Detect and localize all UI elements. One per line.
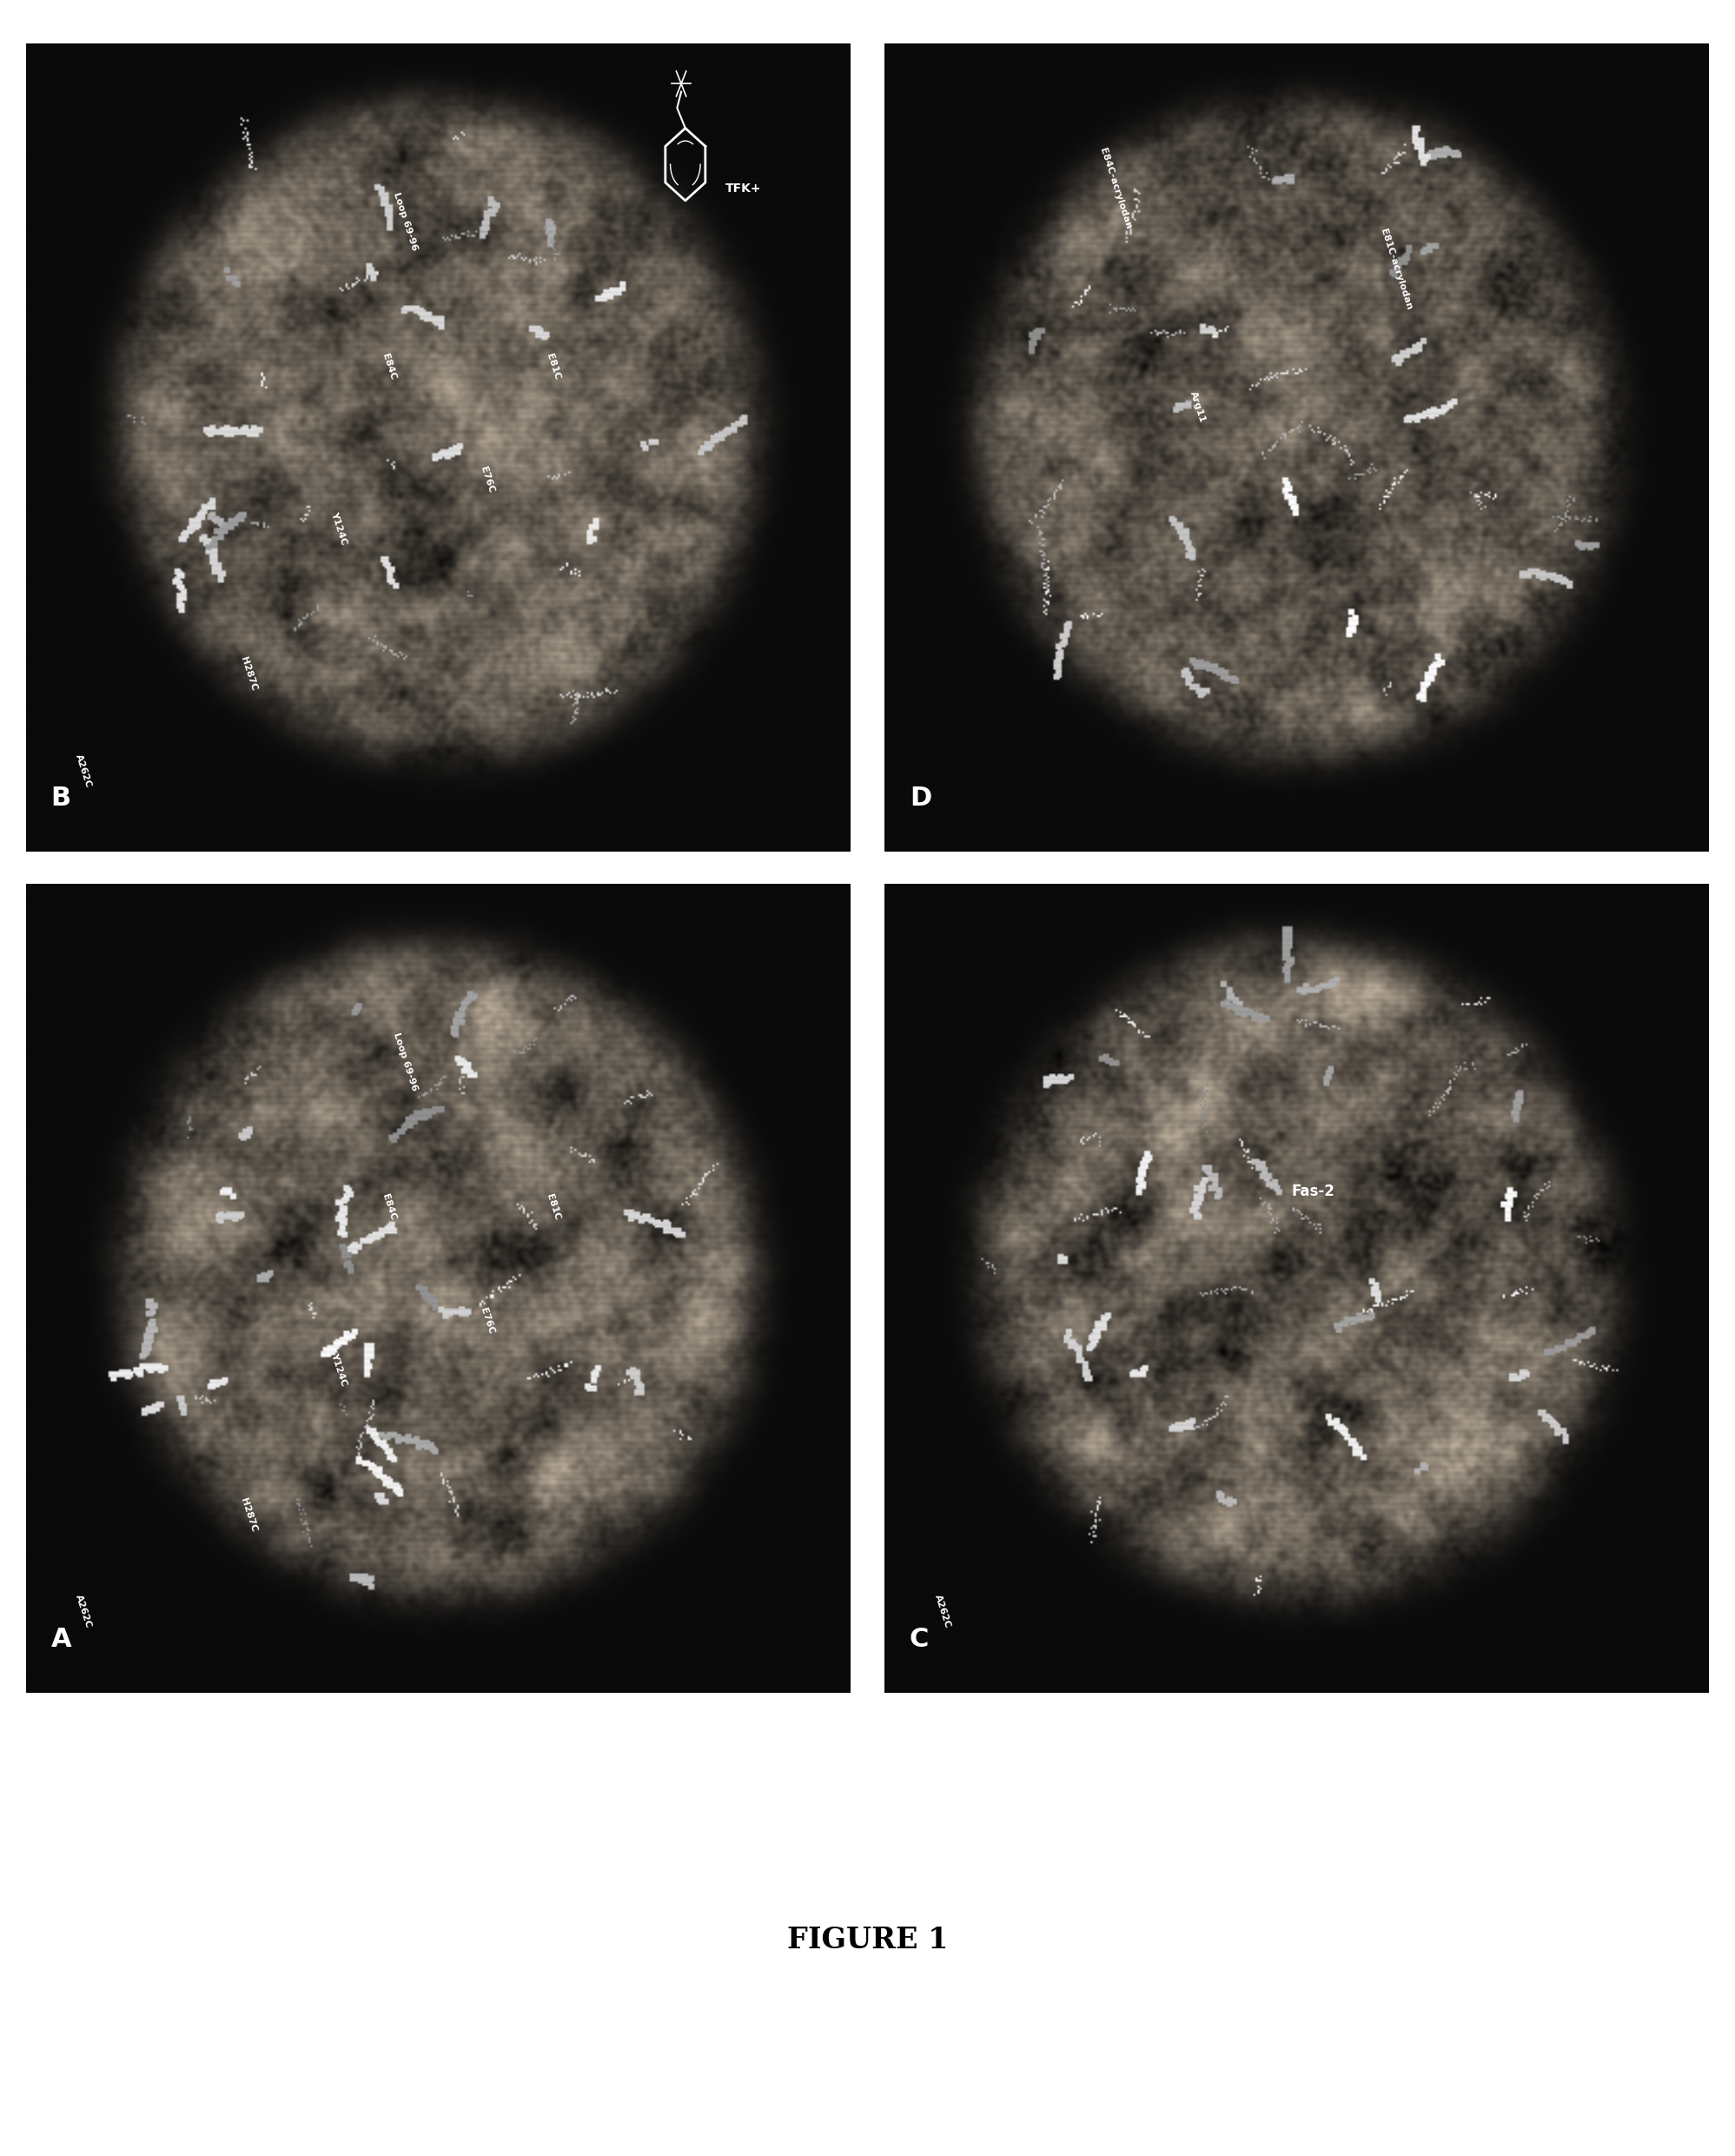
Text: E84C: E84C — [380, 1192, 397, 1222]
Text: E76C: E76C — [479, 1307, 496, 1335]
Text: TFK+: TFK+ — [725, 183, 762, 194]
Text: Loop 69-96: Loop 69-96 — [392, 190, 418, 252]
Text: FIGURE 1: FIGURE 1 — [788, 1925, 947, 1955]
Text: E81C: E81C — [545, 1192, 562, 1222]
Text: C: C — [909, 1628, 928, 1651]
Text: Y124C: Y124C — [330, 511, 349, 545]
Text: H287C: H287C — [239, 1496, 259, 1533]
Text: A: A — [50, 1628, 71, 1651]
Text: Arg11: Arg11 — [1188, 390, 1208, 425]
Text: A262C: A262C — [75, 1593, 94, 1630]
Text: Y124C: Y124C — [330, 1352, 349, 1386]
Text: Loop 69-96: Loop 69-96 — [392, 1031, 418, 1093]
Text: D: D — [909, 787, 932, 811]
Text: Fas-2: Fas-2 — [1293, 1184, 1334, 1199]
Text: E81C: E81C — [545, 351, 562, 382]
Text: E76C: E76C — [479, 466, 496, 494]
Text: H287C: H287C — [239, 655, 259, 692]
Text: E81C-acrylodan: E81C-acrylodan — [1379, 229, 1412, 310]
Text: B: B — [50, 787, 71, 811]
Text: E84C: E84C — [380, 351, 397, 382]
Text: A262C: A262C — [933, 1593, 953, 1630]
Text: E84C-acrylodan: E84C-acrylodan — [1098, 147, 1133, 231]
Text: A262C: A262C — [75, 752, 94, 789]
